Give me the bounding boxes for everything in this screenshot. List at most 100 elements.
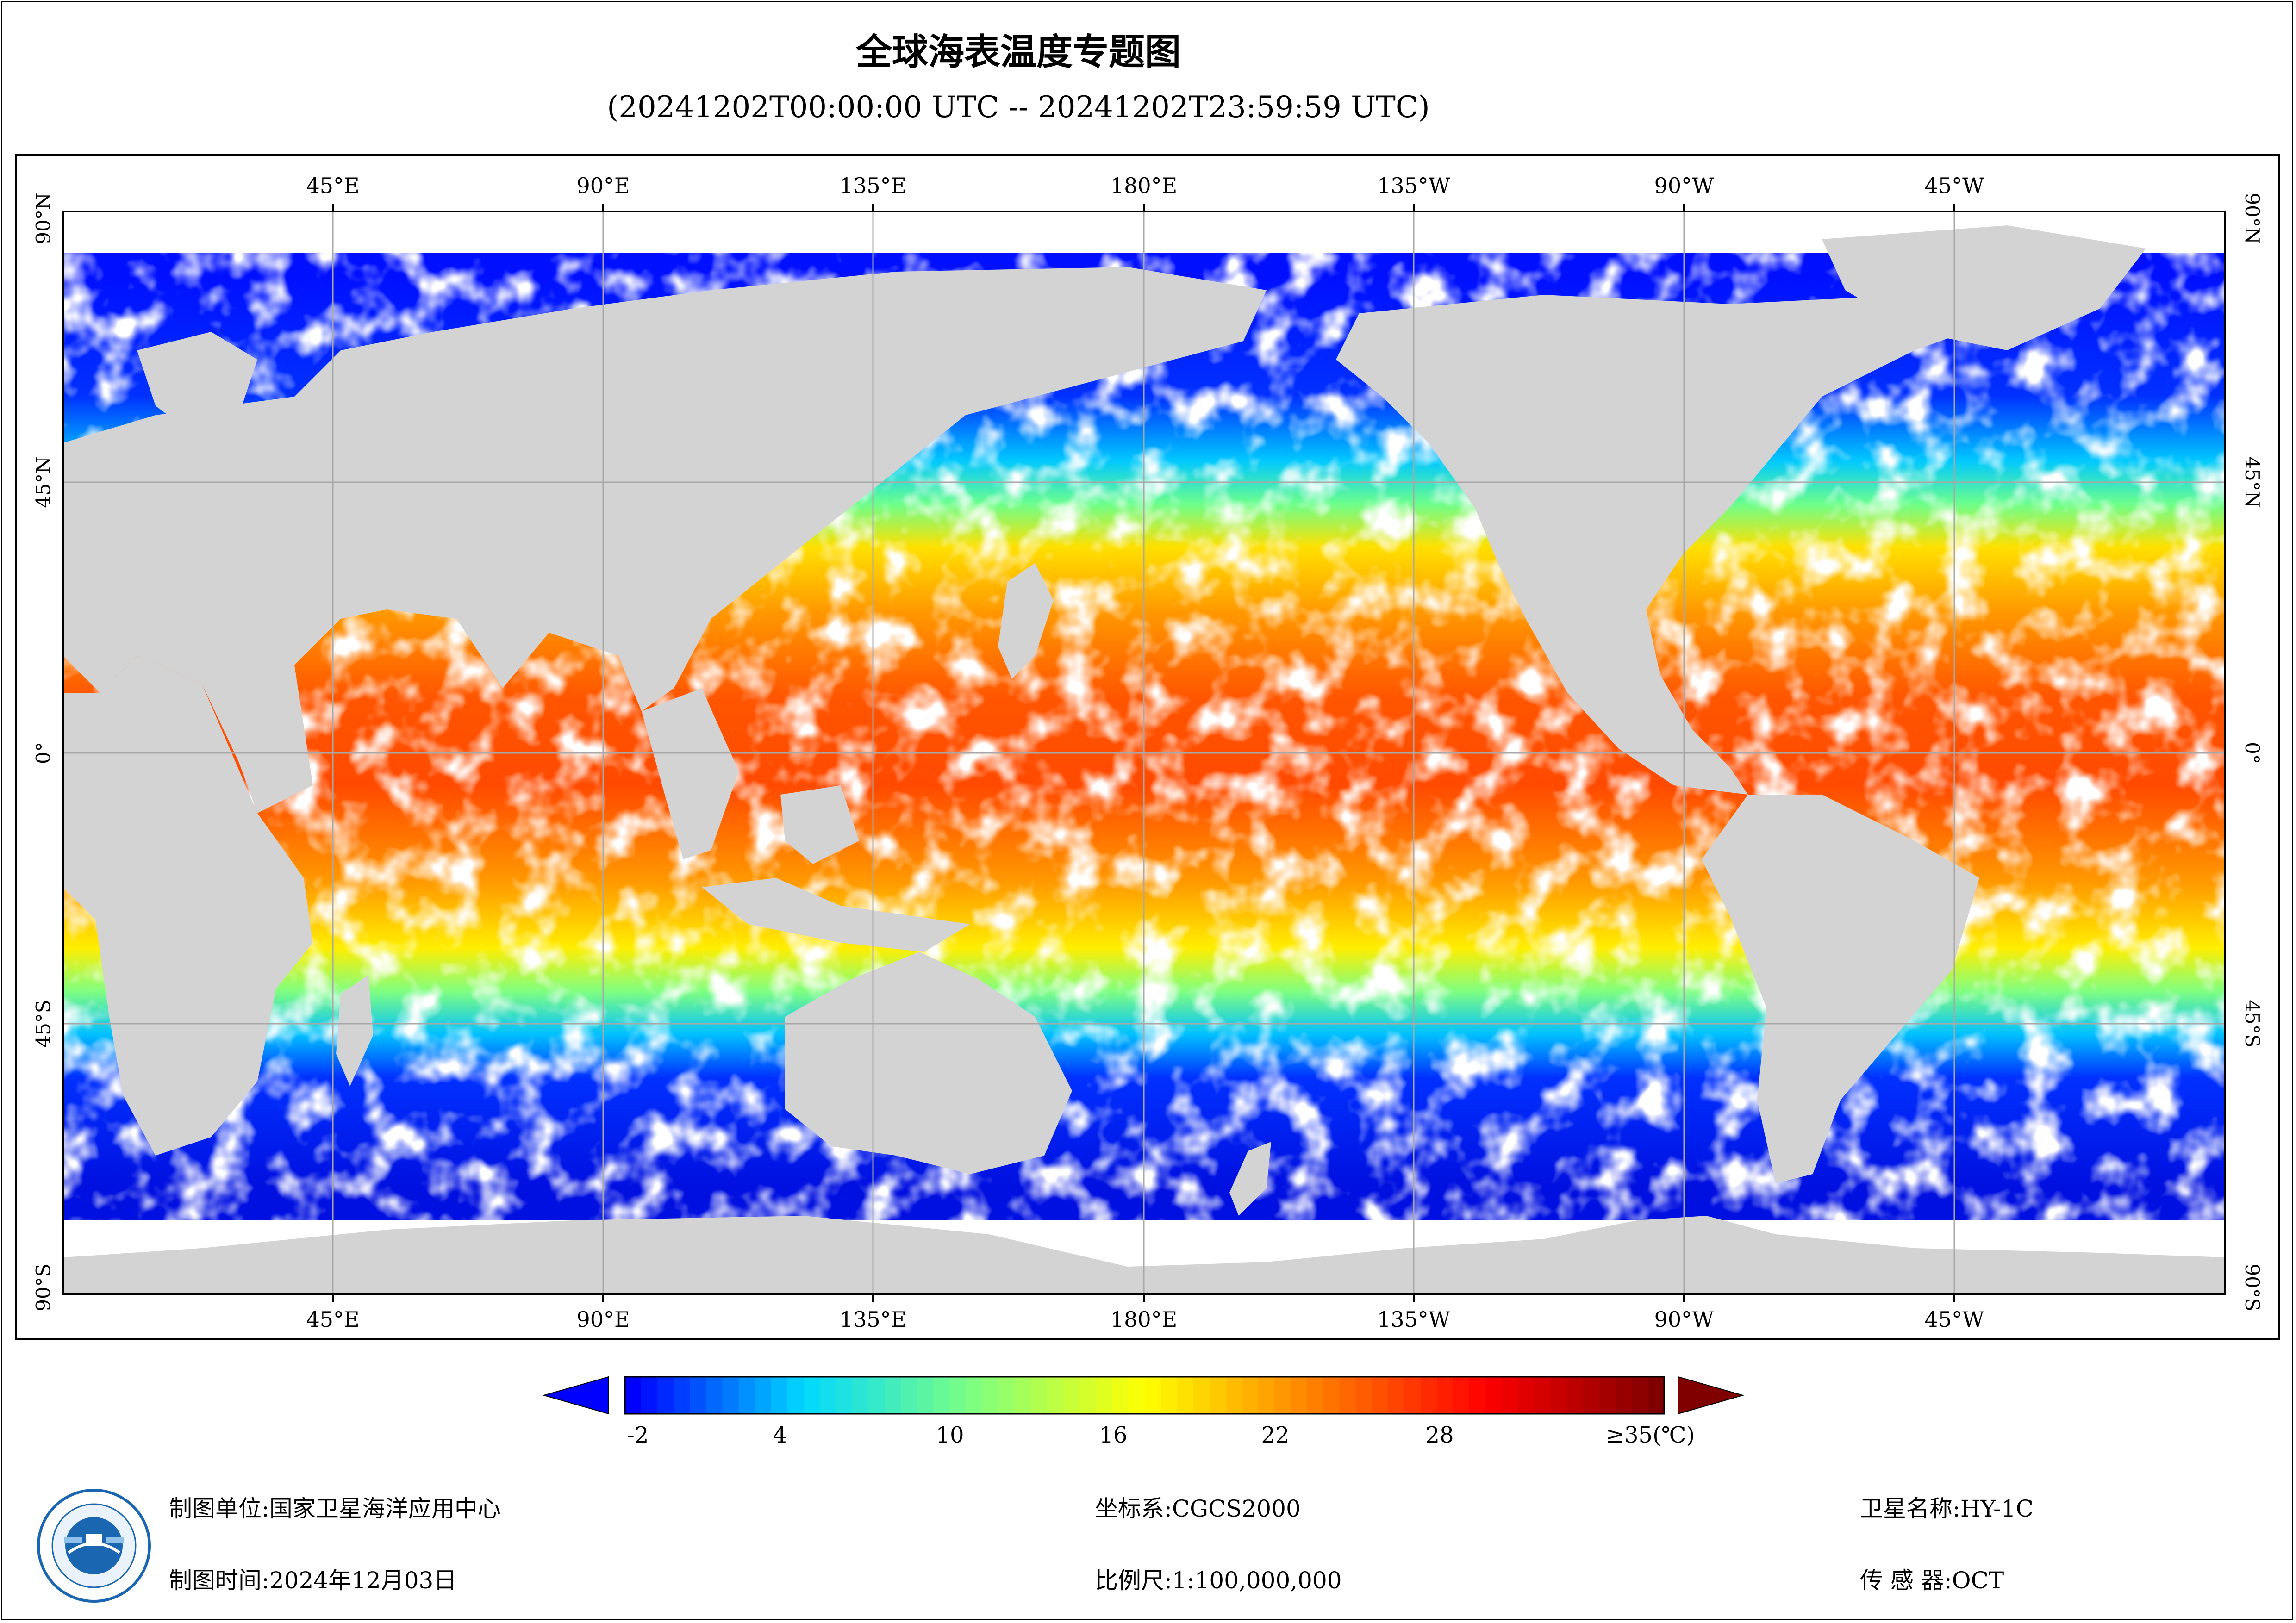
colorbar-cells [624,1376,1665,1415]
satellite-value: HY-1C [1960,1495,2034,1522]
colorbar-tick-label: 28 [1425,1422,1454,1448]
land-borneo [780,785,859,864]
colorbar-cell [1193,1377,1210,1414]
land-africa [63,656,313,1156]
graticule [63,211,2225,1294]
colorbar: -2 4 10 16 22 28 ≥35(℃) [542,1376,1745,1448]
lon-label-top-135w: 135°W [1377,173,1451,198]
colorbar-cell [1485,1377,1502,1414]
colorbar-cell [1096,1377,1112,1414]
colorbar-cell [1469,1377,1486,1414]
colorbar-tick-label: 10 [936,1422,964,1448]
colorbar-cell [1599,1377,1616,1414]
scale-label: 比例尺: [1095,1567,1172,1594]
colorbar-cell [1079,1377,1096,1414]
colorbar-cell [868,1377,885,1414]
colorbar-under-arrow [542,1376,609,1415]
colorbar-cell [852,1377,869,1414]
lat-label-left-90n: 90°N [32,193,55,244]
mapping-time-label: 制图时间: [169,1567,269,1594]
crs-value: CGCS2000 [1172,1495,1301,1522]
land-indonesia [702,878,970,952]
lon-label-bottom-45e: 45°E [306,1307,359,1332]
lat-label-right-90n: 90°N [2241,193,2264,244]
mapping-time-value: 2024年12月03日 [269,1567,457,1594]
colorbar-cell [1453,1377,1470,1414]
mapping-time-line: 制图时间:2024年12月03日 [169,1562,456,1595]
map-time-range: (20241202T00:00:00 UTC -- 20241202T23:59… [607,90,1430,124]
colorbar-tick-label: ≥35(℃) [1606,1422,1695,1448]
colorbar-cell [1388,1377,1405,1414]
lat-label-right-45n: 45°N [2241,456,2264,508]
colorbar-cell [787,1377,804,1414]
colorbar-cell [1160,1377,1178,1414]
lon-label-top-135e: 135°E [840,173,906,198]
lon-label-bottom-180e: 180°E [1111,1307,1177,1332]
colorbar-cell [690,1377,706,1414]
colorbar-cell [641,1377,658,1414]
land-scandinavia [137,332,257,434]
colorbar-cell [674,1377,690,1414]
lat-label-right-0: 0° [2241,742,2264,764]
land-new-zealand [1229,1142,1271,1216]
colorbar-cell [1063,1377,1080,1414]
sensor-label: 传 感 器: [1860,1567,1952,1594]
colorbar-cell [1404,1377,1421,1414]
colorbar-cell [657,1377,674,1414]
colorbar-tick-label: -2 [627,1422,649,1448]
sst-map: 45°E 90°E 135°E 180°E 135°W 90°W 45°W 45… [32,173,2264,1332]
colorbar-cell [625,1377,642,1414]
colorbar-cell [1209,1377,1226,1414]
lon-label-top-90w: 90°W [1654,173,1715,198]
colorbar-cell [1030,1377,1048,1414]
crs-line: 坐标系:CGCS2000 [1095,1490,1301,1524]
colorbar-cell [885,1377,901,1414]
lat-label-left-0: 0° [32,742,55,764]
colorbar-cell [706,1377,723,1414]
land-southeast-asia [642,688,739,859]
colorbar-cell [1355,1377,1373,1414]
producer-label: 制图单位: [169,1495,269,1522]
land-eurasia [63,267,1267,813]
colorbar-tick-label: 22 [1261,1422,1289,1448]
lat-label-left-90s: 90°S [32,1263,55,1311]
satellite-line: 卫星名称:HY-1C [1860,1490,2034,1524]
colorbar-tick-label: 16 [1099,1422,1127,1448]
land-greenland [1822,225,2146,350]
lat-label-left-45n: 45°N [32,456,55,508]
colorbar-cell [1502,1377,1518,1414]
colorbar-cell [1128,1377,1145,1414]
colorbar-cell [1550,1377,1567,1414]
colorbar-cell [1339,1377,1356,1414]
colorbar-cell [1047,1377,1064,1414]
sensor-value: OCT [1952,1567,2004,1594]
colorbar-cell [933,1377,950,1414]
colorbar-cell [771,1377,788,1414]
colorbar-cell [966,1377,983,1414]
lat-label-left-45s: 45°S [32,1000,55,1047]
lon-label-top-90e: 90°E [576,173,630,198]
scale-line: 比例尺:1:100,000,000 [1095,1562,1342,1595]
colorbar-cell [803,1377,820,1414]
nsoas-logo [37,1489,151,1603]
colorbar-cell [1112,1377,1129,1414]
colorbar-cell [722,1377,739,1414]
colorbar-outline [624,1376,1665,1415]
colorbar-cell [998,1377,1015,1414]
colorbar-cell [1420,1377,1437,1414]
colorbar-cell [1566,1377,1584,1414]
lon-label-top-180e: 180°E [1111,173,1177,198]
crs-label: 坐标系: [1095,1495,1172,1522]
colorbar-cell [1436,1377,1454,1414]
colorbar-cell [1323,1377,1340,1414]
lat-label-right-45s: 45°S [2241,1000,2264,1047]
tick-marks [332,204,1955,1302]
colorbar-cell [1631,1377,1648,1414]
lon-label-top-45e: 45°E [306,173,359,198]
lat-label-right-90s: 90°S [2241,1263,2264,1311]
colorbar-cell [1225,1377,1242,1414]
colorbar-cell [1258,1377,1275,1414]
colorbar-cell [1647,1377,1665,1414]
colorbar-cell [755,1377,772,1414]
